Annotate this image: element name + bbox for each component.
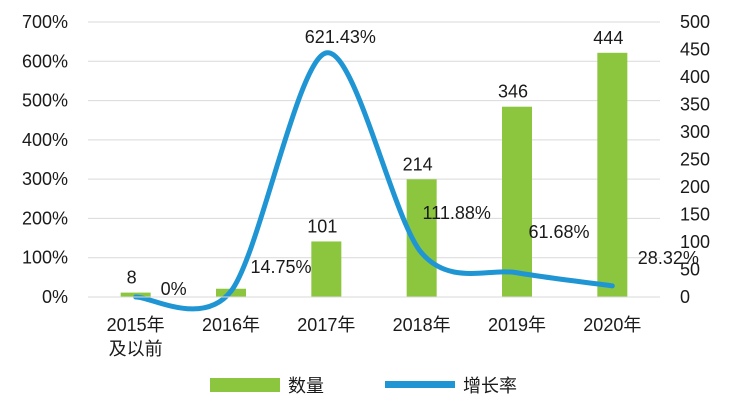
left-axis-tick-label: 700% (22, 12, 68, 32)
right-axis-tick-label: 400 (680, 67, 710, 87)
left-axis-tick-label: 0% (42, 287, 68, 307)
line-data-label: 621.43% (305, 27, 376, 47)
left-axis-tick-label: 500% (22, 91, 68, 111)
growth-rate-line (133, 50, 615, 312)
line-data-label: 28.32% (638, 248, 699, 268)
right-axis-tick-label: 300 (680, 122, 710, 142)
left-axis-tick-label: 200% (22, 208, 68, 228)
bar-data-labels: 8 101 214 346 444 (127, 28, 624, 288)
legend-swatch-line (385, 381, 455, 388)
right-axis: 0 50 100 150 200 250 300 350 400 450 500 (680, 12, 710, 307)
right-axis-tick-label: 200 (680, 177, 710, 197)
line-data-label: 14.75% (250, 257, 311, 277)
line-data-label: 111.88% (422, 203, 490, 223)
x-axis-tick-label: 2020年 (583, 315, 641, 335)
left-axis-tick-label: 300% (22, 169, 68, 189)
right-axis-tick-label: 500 (680, 12, 710, 32)
left-axis-tick-label: 600% (22, 51, 68, 71)
right-axis-tick-label: 50 (680, 260, 700, 280)
legend: 数量 增长率 (210, 376, 517, 396)
left-axis: 0% 100% 200% 300% 400% 500% 600% 700% (22, 12, 68, 307)
bar (502, 106, 532, 297)
right-axis-tick-label: 250 (680, 150, 710, 170)
line-data-labels: 0% 14.75% 621.43% 111.88% 61.68% 28.32% (161, 27, 699, 299)
x-axis-tick-label: 2017年 (297, 315, 355, 335)
x-axis-tick-label: 2019年 (488, 315, 546, 335)
x-axis-tick-label: 及以前 (109, 339, 163, 359)
gridlines (88, 21, 660, 298)
legend-swatch-bar (210, 378, 280, 392)
left-axis-tick-label: 100% (22, 248, 68, 268)
line-data-label: 0% (161, 279, 187, 299)
x-axis-tick-label: 2018年 (393, 315, 451, 335)
right-axis-tick-label: 350 (680, 95, 710, 115)
bar-series (120, 52, 628, 297)
right-axis-tick-label: 100 (680, 232, 710, 252)
legend-label-line: 增长率 (463, 376, 517, 396)
bar (311, 241, 342, 297)
bar-data-label: 444 (593, 28, 623, 48)
legend-label-bar: 数量 (288, 376, 324, 396)
bar (597, 52, 628, 297)
line-data-label: 61.68% (528, 222, 589, 242)
bar-data-label: 8 (127, 268, 137, 288)
bar-data-label: 101 (307, 216, 337, 236)
x-axis-tick-label: 2016年 (202, 315, 260, 335)
bar-data-label: 214 (403, 154, 433, 174)
x-axis-tick-label: 2015年 (107, 315, 165, 335)
bar-data-label: 346 (498, 82, 528, 102)
right-axis-tick-label: 150 (680, 205, 710, 225)
line-series (133, 50, 615, 312)
left-axis-tick-label: 400% (22, 130, 68, 150)
right-axis-tick-label: 0 (680, 287, 690, 307)
right-axis-tick-label: 450 (680, 40, 710, 60)
